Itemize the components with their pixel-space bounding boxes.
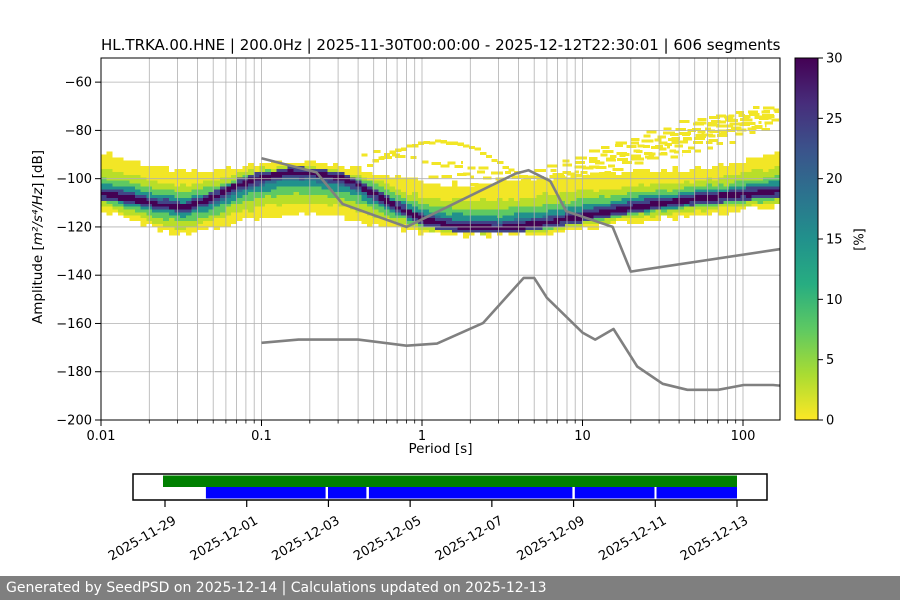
timeline-date-label: 2025-12-01 — [188, 513, 261, 564]
x-tick-label: 10 — [574, 429, 591, 444]
x-tick-label: 0.01 — [87, 429, 116, 444]
density-layer-5 — [101, 166, 780, 233]
timeline-date-label: 2025-12-09 — [515, 513, 588, 564]
colorbar-tick-label: 0 — [826, 414, 834, 429]
colorbar-tick-label: 10 — [826, 293, 843, 308]
footer-bar: Generated by SeedPSD on 2025-12-14 | Cal… — [0, 576, 900, 600]
figure-title: HL.TRKA.00.HNE | 200.0Hz | 2025-11-30T00… — [101, 36, 781, 54]
timeline-date-label: 2025-11-29 — [106, 513, 179, 564]
timeline-availability-bar — [163, 475, 737, 487]
y-tick-label: −140 — [56, 269, 92, 284]
y-axis-label: Amplitude [m²/s⁴/Hz] [dB] — [30, 149, 46, 325]
timeline-coverage-bar — [368, 487, 573, 499]
grid-layer — [101, 58, 780, 420]
footer-text: Generated by SeedPSD on 2025-12-14 | Cal… — [6, 580, 547, 596]
colorbar-tick-label: 5 — [826, 353, 834, 368]
colorbar-tick-label: 30 — [826, 52, 843, 67]
y-tick-label: −100 — [56, 172, 92, 187]
colorbar-tick-label: 25 — [826, 112, 843, 127]
y-axis-ticks: −60 −80 −100 −120 −140 −160 −180 −200 — [56, 76, 101, 429]
y-tick-label: −180 — [56, 365, 92, 380]
ppsd-chart: 0.01 0.1 1 10 100−60−80−100−120−140−160−180−… — [56, 52, 843, 565]
timeline — [132, 473, 768, 501]
timeline-ticks: 2025-11-29 2025-12-01 2025-12-03 2025-12-05… — [106, 500, 751, 564]
y-tick-label: −160 — [56, 317, 92, 332]
timeline-coverage-bar — [328, 487, 367, 499]
timeline-date-label: 2025-12-03 — [269, 513, 342, 564]
x-axis-ticks: 0.01 0.1 1 10 100 — [87, 420, 756, 444]
plot-axes — [100, 57, 781, 421]
x-tick-label: 100 — [731, 429, 756, 444]
timeline-coverage-bar — [205, 487, 326, 499]
colorbar-tick-label: 20 — [826, 172, 843, 187]
colorbar-label: [%] — [852, 228, 868, 251]
timeline-date-label: 2025-12-13 — [678, 513, 751, 564]
colorbar: 0 5 10 15 20 25 30 — [794, 52, 843, 429]
y-tick-label: −200 — [56, 414, 92, 429]
y-tick-label: −60 — [65, 76, 92, 91]
y-tick-label: −120 — [56, 220, 92, 235]
timeline-date-label: 2025-12-11 — [596, 513, 669, 564]
noise-model-nhnm-line — [261, 156, 780, 273]
density-layer-6 — [101, 169, 780, 230]
outlier-streaks — [361, 105, 780, 190]
plot-border — [100, 57, 781, 421]
noise-model-lines — [261, 156, 780, 392]
timeline-coverage-bar — [574, 487, 655, 499]
x-axis-label: Period [s] — [408, 441, 473, 457]
timeline-date-label: 2025-12-05 — [351, 513, 424, 564]
y-tick-label: −80 — [65, 124, 92, 139]
colorbar-gradient — [795, 58, 818, 420]
noise-model-nlnm-line — [261, 276, 780, 392]
timeline-coverage-bar — [656, 487, 737, 499]
timeline-date-label: 2025-12-07 — [433, 513, 506, 564]
colorbar-tick-label: 15 — [826, 233, 843, 248]
x-tick-label: 0.1 — [251, 429, 272, 444]
x-tick-label: 1 — [418, 429, 426, 444]
